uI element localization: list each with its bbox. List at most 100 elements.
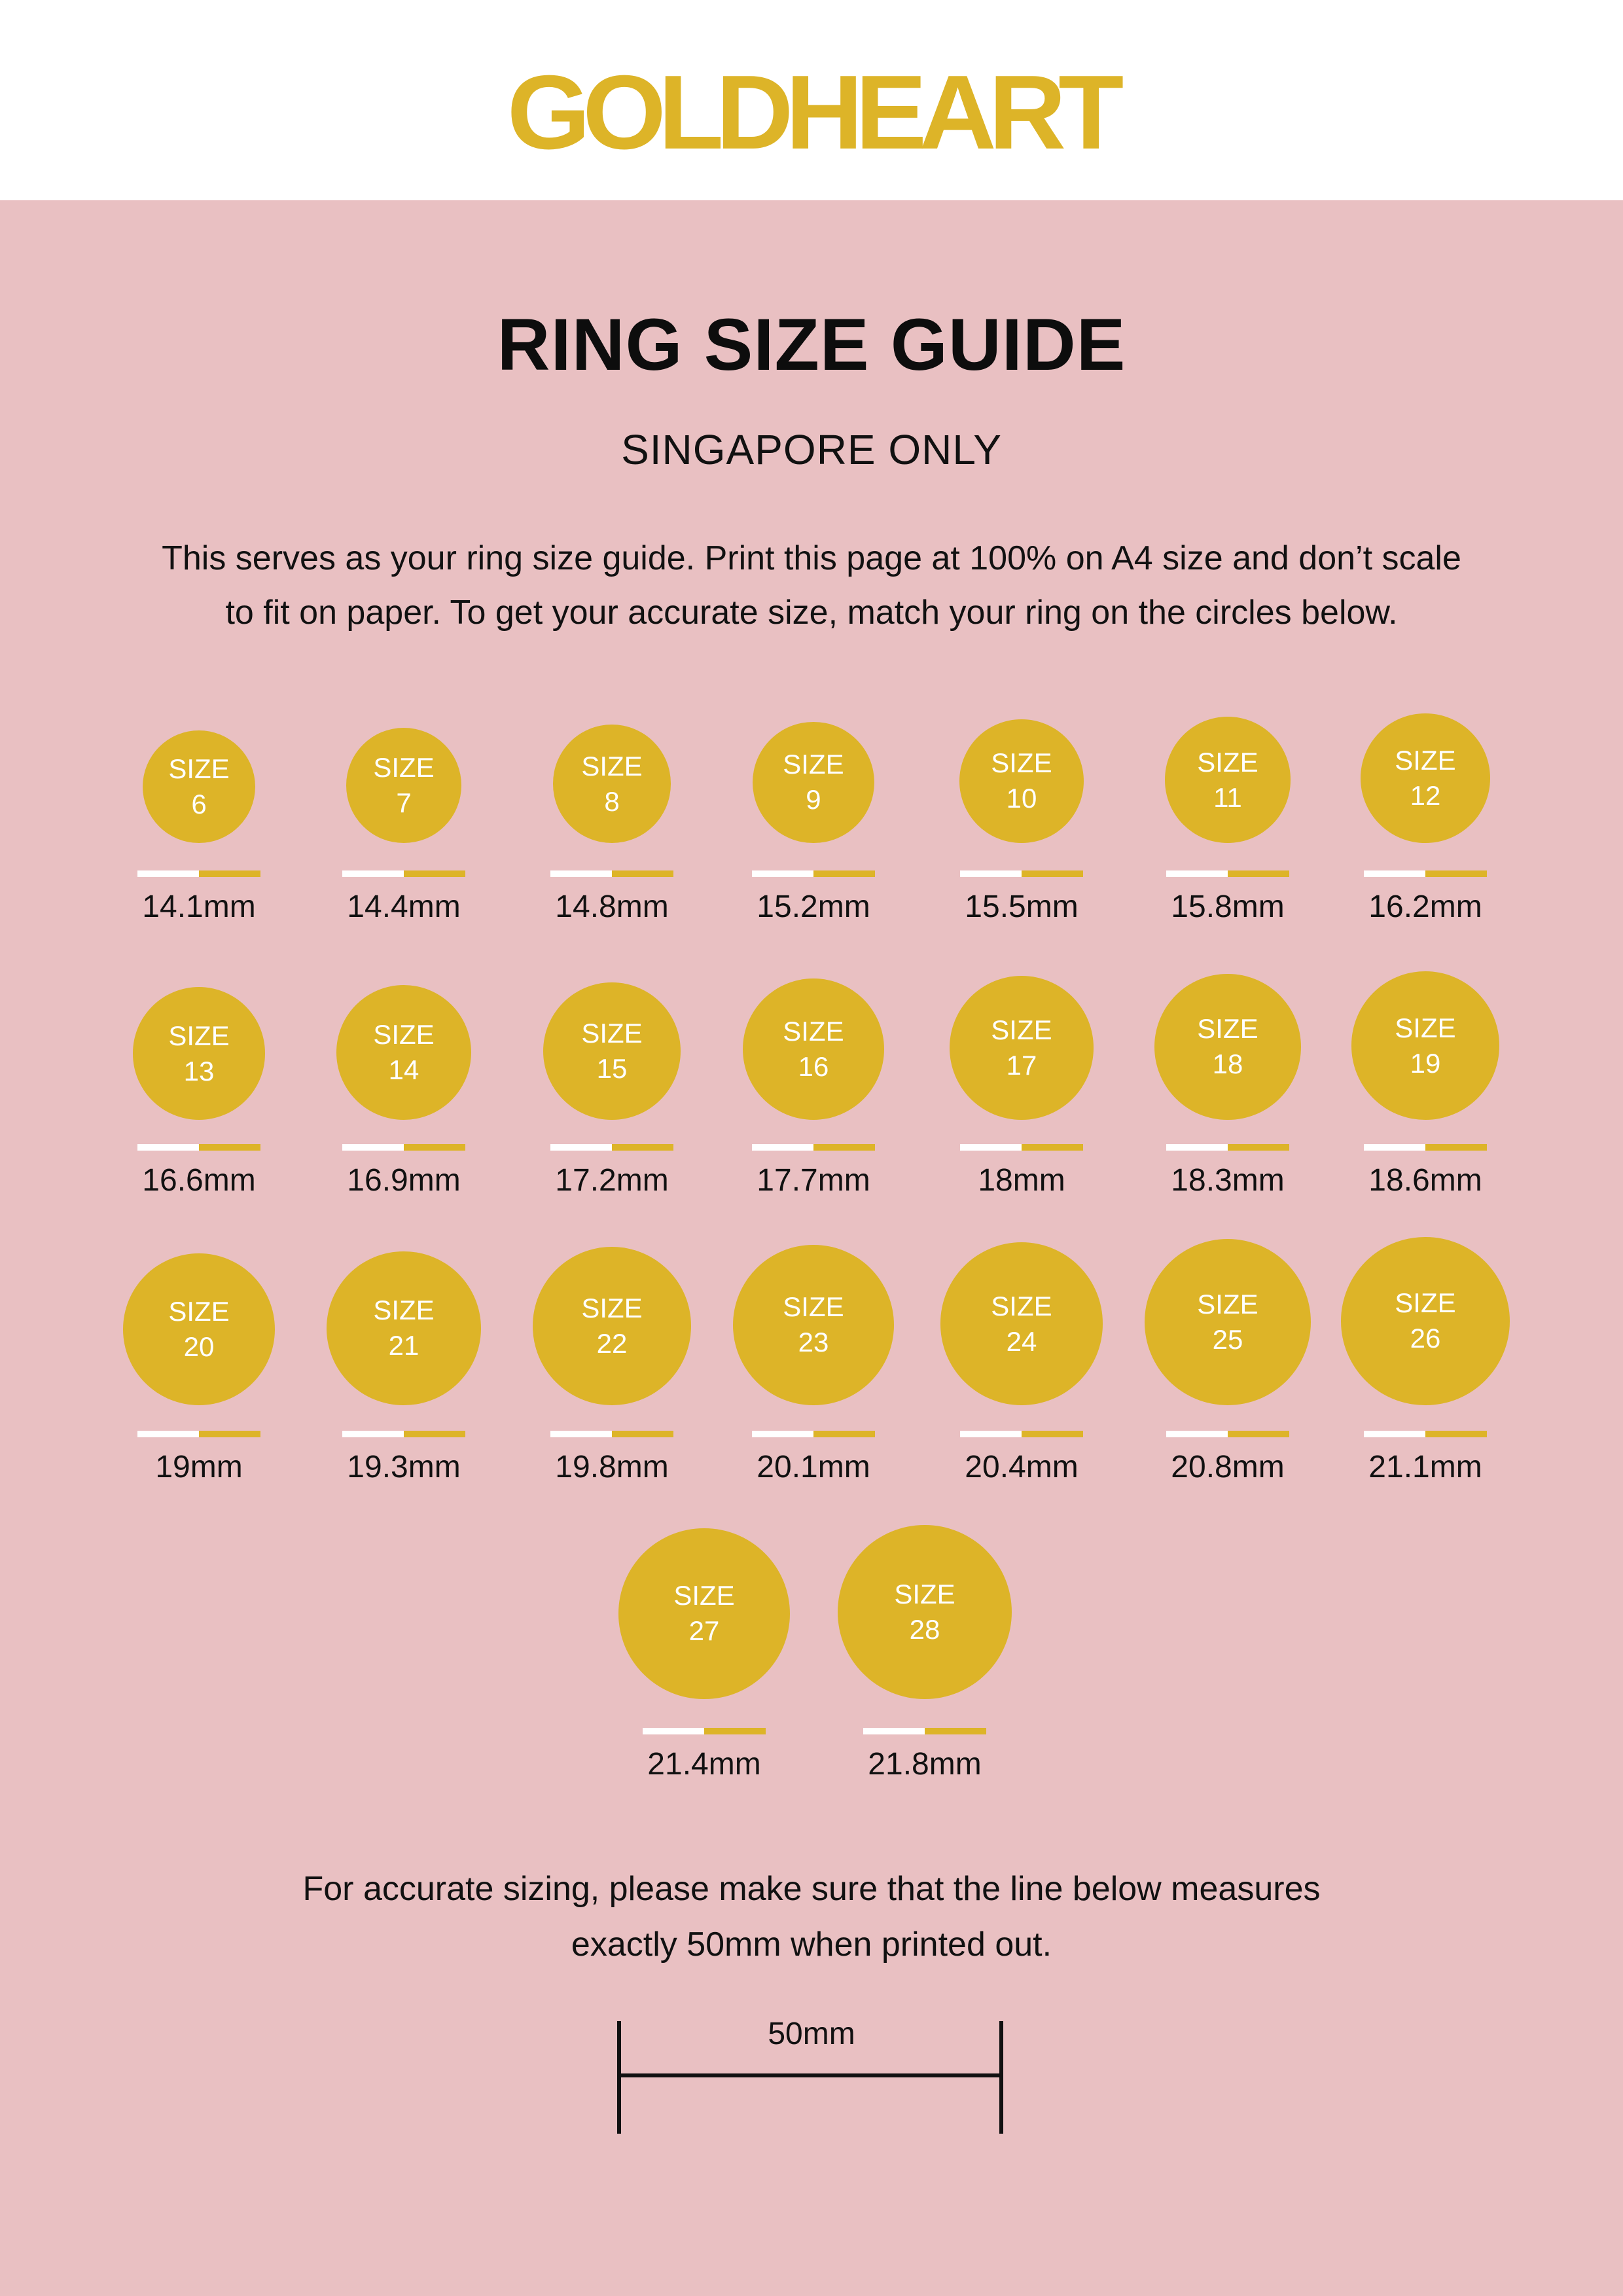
- ruler-line: [619, 2073, 1001, 2077]
- size-number: 23: [798, 1327, 829, 1358]
- measure-bar-white: [752, 1144, 813, 1151]
- size-number: 16: [798, 1051, 829, 1083]
- measure-bar-gold: [612, 1431, 673, 1437]
- size-circle: SIZE 24: [940, 1242, 1103, 1405]
- measure-bar: [1166, 1431, 1289, 1437]
- measure-bar: [960, 1144, 1083, 1151]
- measure-bar: [960, 1431, 1083, 1437]
- measure-bar-gold: [1228, 1431, 1289, 1437]
- measure-bar-white: [752, 1431, 813, 1437]
- size-circle: SIZE 21: [327, 1251, 481, 1405]
- measure-bar-white: [342, 1431, 404, 1437]
- measure-bar-gold: [1022, 1144, 1083, 1151]
- measure-bar-white: [1166, 870, 1228, 877]
- size-number: 22: [596, 1328, 628, 1359]
- size-number: 13: [183, 1055, 215, 1086]
- diameter-label: 21.4mm: [647, 1747, 761, 1782]
- size-label: SIZE: [1197, 1289, 1258, 1320]
- size-label: SIZE: [783, 749, 844, 780]
- measure-bar-white: [752, 870, 813, 877]
- size-label: SIZE: [581, 750, 643, 781]
- size-label: SIZE: [373, 1018, 435, 1050]
- size-label: SIZE: [168, 1020, 230, 1051]
- measure-bar-white: [137, 1144, 199, 1151]
- size-number: 14: [388, 1054, 419, 1085]
- size-number: 21: [388, 1330, 419, 1361]
- size-label: SIZE: [783, 1016, 844, 1047]
- size-label: SIZE: [991, 1290, 1052, 1321]
- page-title: RING SIZE GUIDE: [497, 304, 1126, 386]
- measure-bar-white: [1166, 1144, 1228, 1151]
- measure-bar-white: [137, 870, 199, 877]
- size-label: SIZE: [168, 1296, 230, 1327]
- measure-bar: [137, 1144, 260, 1151]
- diameter-label: 19mm: [155, 1450, 243, 1484]
- measure-bar-white: [550, 1431, 612, 1437]
- measure-bar-white: [1364, 1144, 1425, 1151]
- measure-bar-gold: [404, 1144, 465, 1151]
- footer-line: exactly 50mm when printed out.: [571, 1926, 1052, 1964]
- measure-bar-gold: [813, 1431, 875, 1437]
- size-label: SIZE: [581, 1293, 643, 1324]
- measure-bar: [137, 1431, 260, 1437]
- size-label: SIZE: [894, 1579, 955, 1609]
- measure-bar: [752, 1431, 875, 1437]
- size-circle: SIZE 18: [1154, 973, 1301, 1120]
- measure-bar-gold: [813, 1144, 875, 1151]
- size-number: 19: [1410, 1047, 1441, 1079]
- size-circle: SIZE 22: [533, 1247, 691, 1405]
- size-circle: SIZE 14: [336, 984, 472, 1120]
- size-circle: SIZE 28: [838, 1525, 1012, 1699]
- size-number: 27: [688, 1615, 720, 1647]
- measure-bar: [752, 1144, 875, 1151]
- size-number: 17: [1006, 1050, 1037, 1081]
- measure-bar: [1364, 1431, 1487, 1437]
- size-circle: SIZE 17: [950, 976, 1094, 1120]
- diameter-label: 17.7mm: [757, 1163, 870, 1198]
- size-label: SIZE: [991, 1014, 1052, 1046]
- diameter-label: 20.8mm: [1171, 1450, 1285, 1484]
- diameter-label: 21.8mm: [868, 1747, 982, 1782]
- measure-bar-white: [643, 1728, 704, 1734]
- measure-bar-gold: [1022, 1431, 1083, 1437]
- intro-line: to fit on paper. To get your accurate si…: [225, 594, 1398, 632]
- size-number: 15: [596, 1053, 628, 1085]
- measure-bar-white: [137, 1431, 199, 1437]
- size-number: 9: [806, 784, 821, 816]
- size-number: 12: [1410, 780, 1441, 812]
- measure-bar-gold: [813, 870, 875, 877]
- size-circle: SIZE 8: [552, 725, 671, 843]
- size-circle: SIZE 12: [1361, 713, 1490, 843]
- diameter-label: 16.6mm: [142, 1163, 256, 1198]
- measure-bar: [342, 870, 465, 877]
- diameter-label: 20.4mm: [965, 1450, 1079, 1484]
- measure-bar-white: [1364, 1431, 1425, 1437]
- measure-bar-gold: [612, 1144, 673, 1151]
- size-label: SIZE: [1197, 746, 1258, 778]
- measure-bar-gold: [1425, 1144, 1487, 1151]
- measure-bar: [752, 870, 875, 877]
- ruler-right-tick: [999, 2021, 1003, 2134]
- diameter-label: 15.2mm: [757, 889, 870, 924]
- diameter-label: 14.8mm: [555, 889, 669, 924]
- size-circle: SIZE 6: [142, 730, 255, 843]
- diameter-label: 20.1mm: [757, 1450, 870, 1484]
- size-number: 11: [1213, 781, 1242, 813]
- size-circle: SIZE 23: [733, 1244, 894, 1405]
- size-label: SIZE: [1197, 1013, 1258, 1045]
- measure-bar: [1364, 870, 1487, 877]
- size-label: SIZE: [991, 747, 1052, 779]
- size-circle: SIZE 11: [1164, 717, 1291, 843]
- size-number: 18: [1212, 1049, 1243, 1080]
- measure-bar: [1166, 1144, 1289, 1151]
- size-number: 25: [1212, 1324, 1243, 1355]
- measure-bar-white: [863, 1728, 925, 1734]
- measure-bar-gold: [704, 1728, 766, 1734]
- size-number: 24: [1006, 1325, 1037, 1357]
- measure-bar-white: [1364, 870, 1425, 877]
- diameter-label: 19.3mm: [347, 1450, 461, 1484]
- measure-bar-white: [550, 1144, 612, 1151]
- size-number: 20: [183, 1331, 215, 1363]
- measure-bar: [960, 870, 1083, 877]
- goldheart-logo: GOLDHEART: [507, 53, 1124, 171]
